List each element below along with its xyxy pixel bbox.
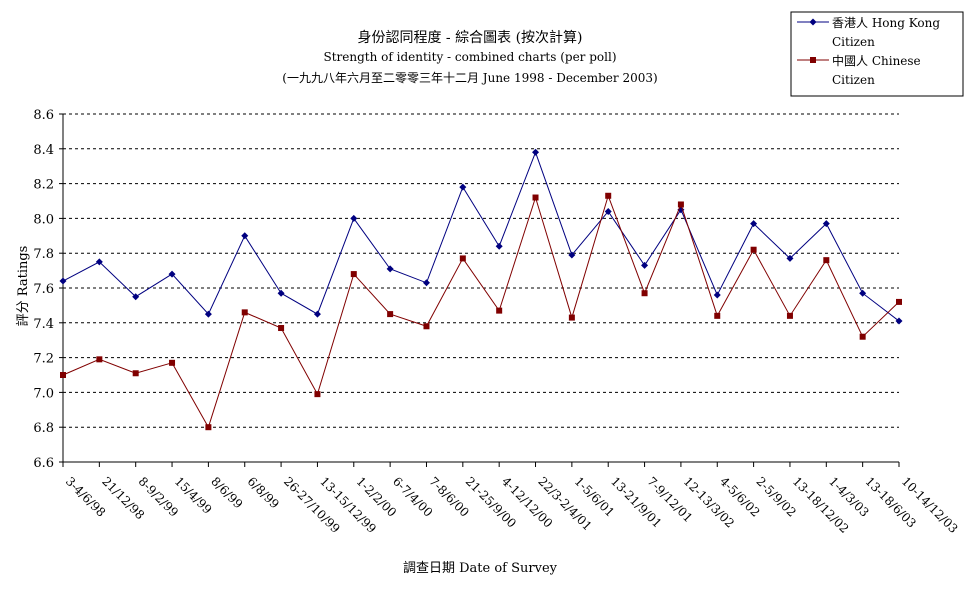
data-point-series-2: [132, 370, 139, 377]
legend-label-1: 香港人 Hong Kong: [832, 16, 940, 30]
data-point-series-2: [823, 257, 830, 264]
data-point-series-2: [169, 359, 176, 366]
data-point-series-1: [713, 291, 721, 299]
data-point-series-1: [132, 293, 140, 301]
y-axis-label: 評分 Ratings: [16, 246, 31, 327]
data-point-series-1: [859, 289, 867, 297]
y-tick-label: 8.6: [33, 108, 54, 123]
data-point-series-1: [95, 258, 103, 266]
y-tick-label: 8.0: [33, 212, 54, 227]
data-point-series-2: [459, 255, 466, 262]
y-tick-label: 6.6: [33, 456, 54, 471]
data-point-series-1: [604, 207, 612, 215]
data-point-series-2: [786, 312, 793, 319]
legend-label-2: 中國人 Chinese: [832, 53, 921, 68]
data-point-series-1: [895, 317, 903, 325]
series-line-2: [62, 194, 900, 429]
y-tick-label: 6.8: [33, 421, 54, 436]
data-point-series-1: [350, 214, 358, 222]
data-point-series-1: [459, 183, 467, 191]
data-point-series-2: [387, 311, 394, 318]
x-axis-label: 調查日期 Date of Survey: [403, 561, 558, 576]
chart-subtitle: Strength of identity - combined charts (…: [323, 50, 616, 64]
data-point-series-1: [277, 289, 285, 297]
y-tick-label: 7.6: [33, 282, 54, 297]
data-point-series-2: [677, 201, 684, 208]
chart-title: 身份認同程度 - 綜合圖表 (按次計算): [357, 30, 582, 46]
x-tick-label: 6/8/99: [245, 474, 282, 511]
data-point-series-2: [496, 307, 503, 314]
data-point-series-2: [641, 290, 648, 297]
data-point-series-1: [750, 220, 758, 228]
data-point-series-1: [568, 251, 576, 259]
gridlines: [59, 113, 899, 463]
legend-box: [790, 11, 964, 97]
data-point-series-1: [241, 232, 249, 240]
data-point-series-1: [422, 279, 430, 287]
data-point-series-2: [350, 271, 357, 278]
data-point-series-2: [60, 372, 66, 378]
data-point-series-2: [423, 323, 430, 330]
data-point-series-2: [241, 309, 248, 316]
y-tick-label: 7.4: [33, 317, 54, 332]
data-point-series-2: [714, 312, 721, 319]
y-tick-labels: 8.6 8.4 8.2 8.0 7.8 7.6 7.4 7.2 7.0 6.8 6.6: [33, 108, 54, 471]
data-point-series-1: [59, 277, 67, 285]
legend-label-1: Citizen: [832, 35, 875, 49]
data-point-series-2: [605, 192, 612, 199]
y-tick-label: 7.2: [33, 352, 54, 367]
data-point-series-2: [314, 391, 321, 398]
y-tick-label: 8.4: [33, 143, 54, 158]
data-point-series-1: [313, 310, 321, 318]
data-point-series-1: [204, 310, 212, 318]
data-point-series-2: [750, 246, 757, 253]
data-point-series-2: [278, 325, 285, 332]
y-tick-label: 7.0: [33, 386, 54, 401]
data-point-series-2: [568, 314, 575, 321]
data-point-series-1: [386, 265, 394, 273]
data-point-series-2: [205, 424, 212, 431]
data-point-series-1: [532, 148, 540, 156]
data-point-series-2: [859, 333, 866, 340]
y-tick-label: 8.2: [33, 178, 54, 193]
legend: 香港人 Hong Kong Citizen 中國人 Chinese Citizen: [790, 11, 964, 97]
data-point-series-2: [96, 356, 103, 363]
axes: [62, 114, 900, 467]
series-group: [59, 148, 903, 431]
legend-marker-2: [810, 57, 816, 63]
data-point-series-1: [641, 261, 649, 269]
data-point-series-2: [532, 194, 539, 201]
chart-date-range: (一九九八年六月至二零零三年十二月 June 1998 - December 2…: [282, 71, 657, 85]
y-tick-label: 7.8: [33, 247, 54, 262]
data-point-series-1: [786, 254, 794, 262]
legend-label-2: Citizen: [832, 73, 875, 87]
legend-marker-1: [809, 18, 817, 26]
data-point-series-2: [896, 298, 902, 305]
data-point-series-1: [822, 220, 830, 228]
data-point-series-1: [168, 270, 176, 278]
series-line-1: [62, 150, 900, 322]
data-point-series-1: [495, 242, 503, 250]
